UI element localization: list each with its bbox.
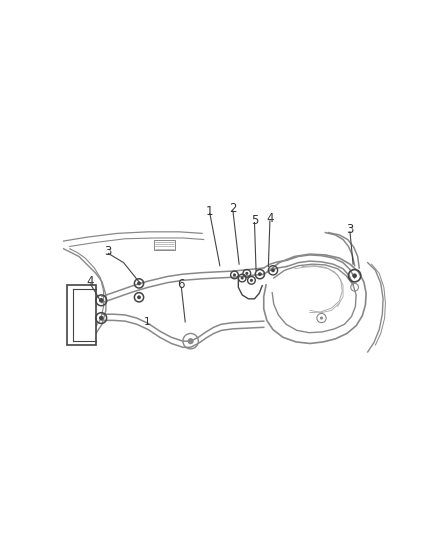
Circle shape [320,317,323,320]
Text: 4: 4 [87,276,94,288]
Circle shape [250,279,253,282]
Circle shape [352,273,357,278]
Text: 3: 3 [105,245,112,257]
Circle shape [271,269,275,272]
Text: 3: 3 [346,223,353,236]
Text: 5: 5 [251,214,258,227]
Circle shape [258,272,262,276]
Circle shape [137,295,141,299]
Text: 2: 2 [229,202,237,215]
Circle shape [245,272,248,275]
Circle shape [99,316,103,320]
Text: 6: 6 [177,278,185,292]
Circle shape [137,281,141,285]
Text: 1: 1 [206,205,214,217]
Bar [67,285,96,345]
Circle shape [240,277,244,280]
Circle shape [187,338,194,344]
Text: 4: 4 [266,212,274,225]
Text: 1: 1 [143,317,150,327]
Circle shape [233,273,236,277]
Circle shape [99,298,103,303]
